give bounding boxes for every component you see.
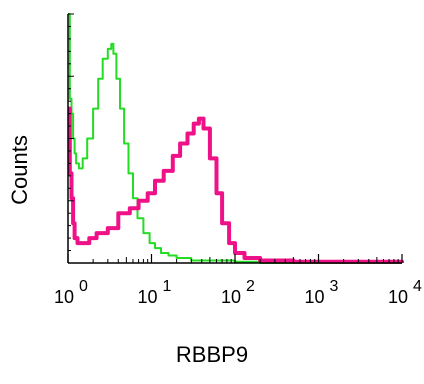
x-tick-label-exponent: 0 [79,278,88,295]
series-line-2 [67,106,404,264]
y-axis-label: Counts [7,135,32,205]
x-tick-label-base: 10 [221,287,241,307]
x-tick-label-exponent: 4 [413,278,422,295]
series-line-1 [68,13,402,264]
x-tick-label-base: 10 [54,287,74,307]
x-tick-label-exponent: 2 [246,278,255,295]
x-tick-label-exponent: 3 [330,278,339,295]
x-tick-label-base: 10 [304,287,324,307]
x-tick-label-exponent: 1 [163,278,172,295]
x-tick-label-base: 10 [388,287,408,307]
x-axis-label: RBBP9 [175,342,249,367]
x-tick-label-base: 10 [137,287,157,307]
y-axis-label-box: Counts [5,120,35,220]
